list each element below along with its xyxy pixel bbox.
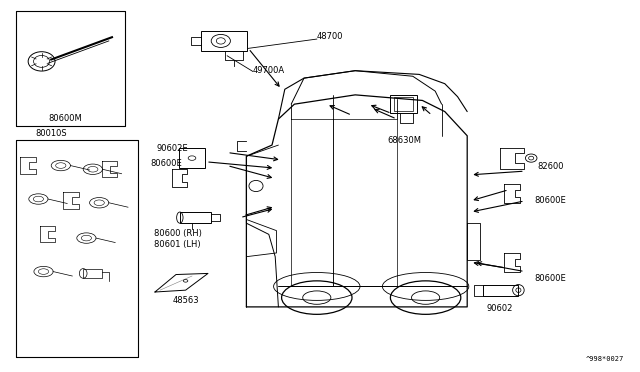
Bar [179,148,205,168]
Text: 90602: 90602 [486,304,513,312]
Text: 80600 (RH): 80600 (RH) [154,229,202,238]
Bar [394,97,413,111]
Text: 68630M: 68630M [387,136,421,145]
Text: 48700: 48700 [317,32,343,41]
Text: 80601 (LH): 80601 (LH) [154,240,200,249]
Bar [83,269,102,278]
Text: 90602E: 90602E [157,144,188,153]
Bar [483,285,518,296]
Text: 80600E: 80600E [534,274,566,283]
Text: 82600: 82600 [538,162,564,171]
Text: 80600M: 80600M [48,114,82,123]
Text: ^998*0027: ^998*0027 [586,356,624,362]
Text: 48563: 48563 [173,296,200,305]
Text: 80600E: 80600E [150,158,182,167]
Bar [180,212,211,223]
Bar [201,31,247,51]
Text: 49700A: 49700A [253,65,285,74]
Bar [390,95,417,113]
Text: 80010S: 80010S [35,129,67,138]
Text: 80600E: 80600E [534,196,566,205]
